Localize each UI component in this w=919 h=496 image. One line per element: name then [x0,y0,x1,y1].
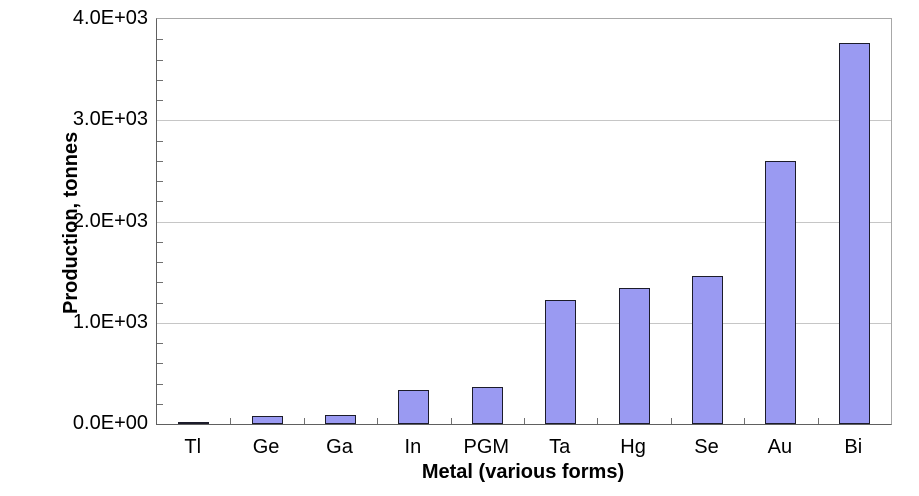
x-boundary-tick [670,418,672,424]
bar-PGM [471,387,503,424]
y-minor-tick [157,201,163,203]
bar-Ge [251,416,283,424]
x-boundary-tick [377,418,379,424]
bar-Bi [838,43,870,424]
x-boundary-tick [450,418,452,424]
y-tick-label-4000: 4.0E+03 [72,7,148,29]
x-tick-label-PGM: PGM [463,436,510,458]
bar-Se [692,276,723,424]
bar-Ta [545,300,577,424]
y-minor-tick [157,403,163,405]
bar-In [398,390,430,424]
y-minor-tick [157,282,163,284]
y-tick-label-1000: 1.0E+03 [72,310,148,333]
bar-Tl [178,421,210,424]
x-boundary-tick [524,418,525,424]
x-axis-title: Metal (various forms) [421,461,625,483]
x-boundary-tick [230,418,232,424]
y-minor-tick [157,181,163,182]
y-minor-tick [157,140,163,142]
gridline-y-3000 [157,120,891,122]
x-boundary-tick [597,418,599,424]
x-boundary-tick [817,418,819,424]
x-tick-label-Ga: Ga [326,436,353,458]
x-boundary-tick [744,418,746,424]
bar-Hg [618,288,650,424]
y-minor-tick [157,160,163,162]
y-minor-tick [157,79,163,81]
y-minor-tick [157,39,163,41]
bar-Au [765,160,797,424]
bar-Ga [325,414,356,424]
y-minor-tick [157,383,163,385]
y-tick-label-0: 0.0E+00 [72,412,148,434]
y-minor-tick [157,241,163,243]
plot-area [156,18,892,425]
x-tick-label-In: In [404,436,422,458]
x-tick-label-Ge: Ge [252,436,280,458]
gridline-y-2000 [157,221,891,223]
y-minor-tick [157,363,163,365]
y-tick-label-3000: 3.0E+03 [72,108,148,131]
y-minor-tick [157,343,163,344]
x-tick-label-Se: Se [694,436,719,458]
y-tick-label-2000: 2.0E+03 [72,209,148,232]
x-tick-label-Au: Au [767,436,793,458]
y-minor-tick [157,100,163,101]
x-tick-label-Bi: Bi [844,436,863,458]
y-minor-tick [157,262,163,263]
y-minor-tick [157,302,163,304]
x-tick-label-Hg: Hg [620,436,646,458]
y-minor-tick [157,59,163,61]
x-tick-label-Tl: Tl [184,436,202,458]
gridline-y-1000 [157,322,891,324]
x-tick-label-Ta: Ta [549,436,571,458]
x-boundary-tick [303,418,305,424]
